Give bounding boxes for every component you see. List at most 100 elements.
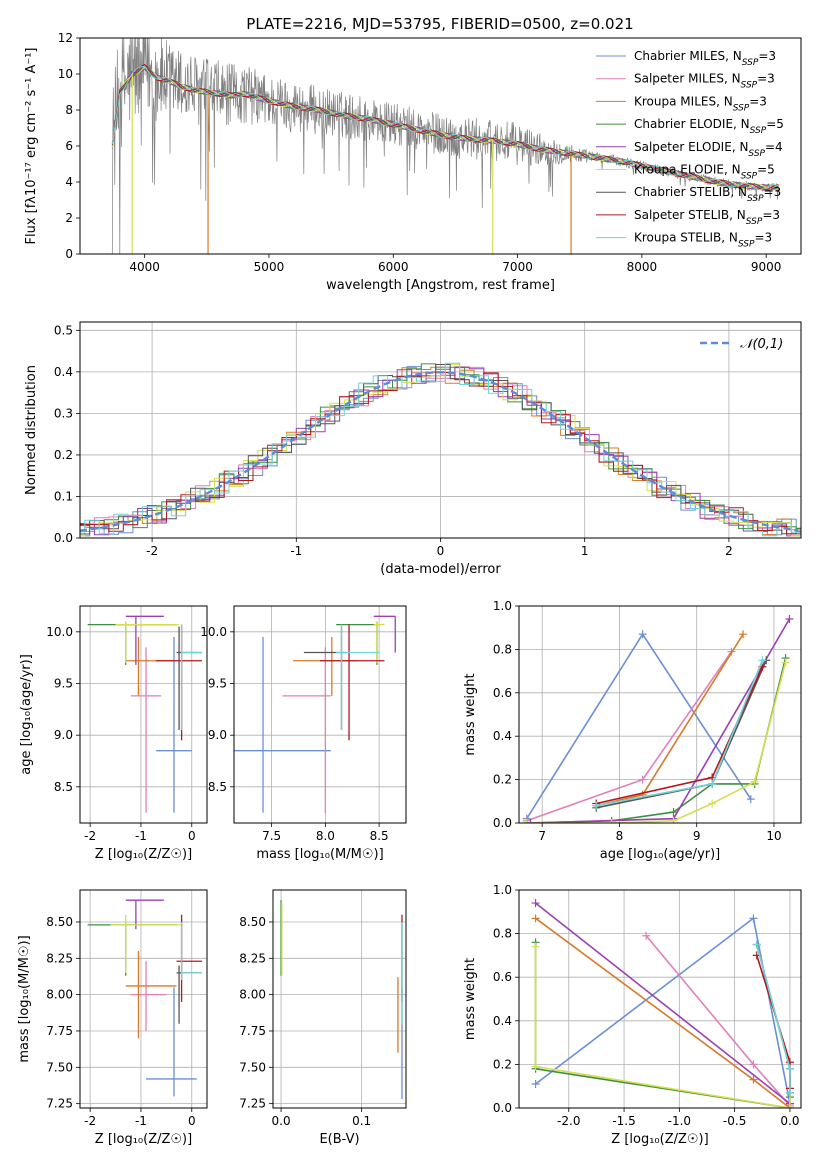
mass-weight-marker	[749, 1075, 758, 1084]
y-tick-label: 0.6	[493, 970, 512, 984]
y-axis-label: age [log₁₀(age/yr)]	[19, 654, 34, 775]
mass-weight-marker	[752, 940, 761, 949]
y-tick-label: 1.0	[493, 599, 512, 613]
residual-histogram	[80, 366, 801, 535]
legend-entry: Salpeter ELODIE, NSSP=4	[634, 140, 783, 159]
mass-weight-marker	[749, 1060, 758, 1069]
x-tick-label: 0	[437, 544, 445, 558]
x-tick-label: 7000	[502, 260, 533, 274]
plot-frame	[233, 605, 407, 824]
mass-weight-marker	[785, 1088, 794, 1097]
y-axis-label: Flux [fλ10⁻¹⁷ erg cm⁻² s⁻¹ A⁻¹]	[24, 48, 39, 245]
y-tick-label: 10	[58, 67, 73, 81]
x-tick-label: 1	[581, 544, 589, 558]
mass-weight-marker	[531, 942, 540, 951]
x-tick-label: -1.0	[668, 1114, 691, 1128]
x-tick-label: 0.0	[780, 1114, 799, 1128]
x-tick-label: 4000	[129, 260, 160, 274]
model-spectrum	[111, 63, 779, 191]
mass-weight-marker	[638, 775, 647, 784]
plot-area	[87, 615, 202, 813]
mass-weight-marker	[607, 819, 616, 823]
legend-entry: Chabrier STELIB, NSSP=3	[634, 185, 781, 204]
legend-entry: Salpeter STELIB, NSSP=3	[634, 208, 780, 227]
x-tick-label: 0	[188, 1114, 196, 1128]
x-tick-label: 7	[538, 829, 546, 843]
mass-weight-series	[534, 942, 791, 1108]
x-tick-label: -1.5	[612, 1114, 635, 1128]
plot-frame	[272, 889, 407, 1109]
mass-weight-series	[526, 657, 787, 823]
plot-mass_weight_vs_age: 7 8 9 10 0.0 0.2 0.4 0.6 0.8 1.0 age [log₁₀(age/yr…	[463, 599, 802, 862]
x-tick-label: 10	[766, 829, 781, 843]
x-tick-label: -1	[135, 1114, 147, 1128]
y-tick-label: 0.8	[493, 642, 512, 656]
plot-area	[234, 615, 396, 813]
mass-weight-series	[526, 632, 752, 820]
legend-entry: 𝒩(0,1)	[740, 337, 783, 352]
legend: 𝒩(0,1)	[700, 337, 783, 352]
legend-entry: Kroupa STELIB, NSSP=3	[634, 231, 772, 250]
y-tick-label: 0.0	[493, 1101, 512, 1115]
y-axis-label: mass weight	[463, 958, 478, 1040]
legend-entry: Chabrier MILES, NSSP=3	[634, 49, 776, 68]
mass-weight-marker	[669, 816, 678, 823]
y-tick-label: 0.3	[54, 406, 73, 420]
y-tick-label: 4	[65, 175, 73, 189]
y-tick-label: 0.4	[493, 729, 512, 743]
mass-weight-marker	[708, 799, 717, 808]
x-tick-label: -1	[135, 829, 147, 843]
plot-frame	[79, 321, 802, 539]
y-tick-label: 9.0	[54, 728, 73, 742]
residual-histogram	[80, 362, 801, 537]
mass-weight-marker	[638, 630, 647, 639]
mass-weight-marker	[531, 899, 540, 908]
y-tick-label: 0.0	[493, 816, 512, 830]
x-tick-label: 2	[725, 544, 733, 558]
y-tick-label: 9.5	[208, 677, 227, 691]
mass-weight-marker	[739, 630, 748, 639]
y-tick-label: 0.2	[54, 448, 73, 462]
mass-weight-series	[535, 902, 791, 1105]
x-axis-label: Z [log₁₀(Z/Z☉)]	[95, 1132, 192, 1147]
x-axis-label: age [log₁₀(age/yr)]	[600, 847, 721, 862]
x-tick-label: 8.0	[316, 829, 335, 843]
plot-area	[80, 362, 801, 537]
y-tick-label: 0.0	[54, 531, 73, 545]
x-tick-label: -2	[84, 829, 96, 843]
mass-weight-marker	[531, 914, 540, 923]
y-tick-label: 0.4	[54, 365, 73, 379]
y-tick-label: 8.25	[239, 951, 266, 965]
x-tick-label: 5000	[254, 260, 285, 274]
plot-age_vs_mass: 7.5 8.0 8.5 8.5 9.0 9.5 10.0 mass [log₁₀(M/M☉)]	[200, 605, 407, 862]
mass-weight-marker	[522, 819, 531, 823]
x-tick-label: 8	[616, 829, 624, 843]
y-tick-label: 0.8	[493, 927, 512, 941]
y-tick-label: 7.50	[239, 1060, 266, 1074]
y-tick-label: 8.5	[54, 780, 73, 794]
y-tick-label: 8.50	[46, 915, 73, 929]
mass-weight-marker	[758, 656, 767, 665]
y-axis-label: Normed distribution	[24, 365, 39, 495]
y-tick-label: 6	[65, 139, 73, 153]
y-tick-label: 8.50	[239, 915, 266, 929]
y-tick-label: 8.00	[46, 988, 73, 1002]
mass-weight-marker	[531, 1062, 540, 1071]
mass-weight-series	[534, 946, 791, 1108]
legend-entry: Chabrier ELODIE, NSSP=5	[634, 117, 784, 136]
figure-title: PLATE=2216, MJD=53795, FIBERID=0500, z=0…	[246, 15, 633, 33]
y-tick-label: 0.1	[54, 489, 73, 503]
x-tick-label: -2.0	[557, 1114, 580, 1128]
x-tick-label: 8.5	[370, 829, 389, 843]
legend-entry: Salpeter MILES, NSSP=3	[634, 72, 775, 91]
y-tick-label: 0.5	[54, 323, 73, 337]
x-axis-label: E(B-V)	[319, 1132, 359, 1147]
normal-reference-curve	[80, 371, 799, 532]
legend-entry: Kroupa MILES, NSSP=3	[634, 94, 767, 113]
mass-weight-marker	[708, 779, 717, 788]
mass-weight-marker	[785, 1064, 794, 1073]
x-tick-label: 0.0	[272, 1114, 291, 1128]
x-tick-label: -2	[84, 1114, 96, 1128]
y-tick-label: 8.25	[46, 951, 73, 965]
